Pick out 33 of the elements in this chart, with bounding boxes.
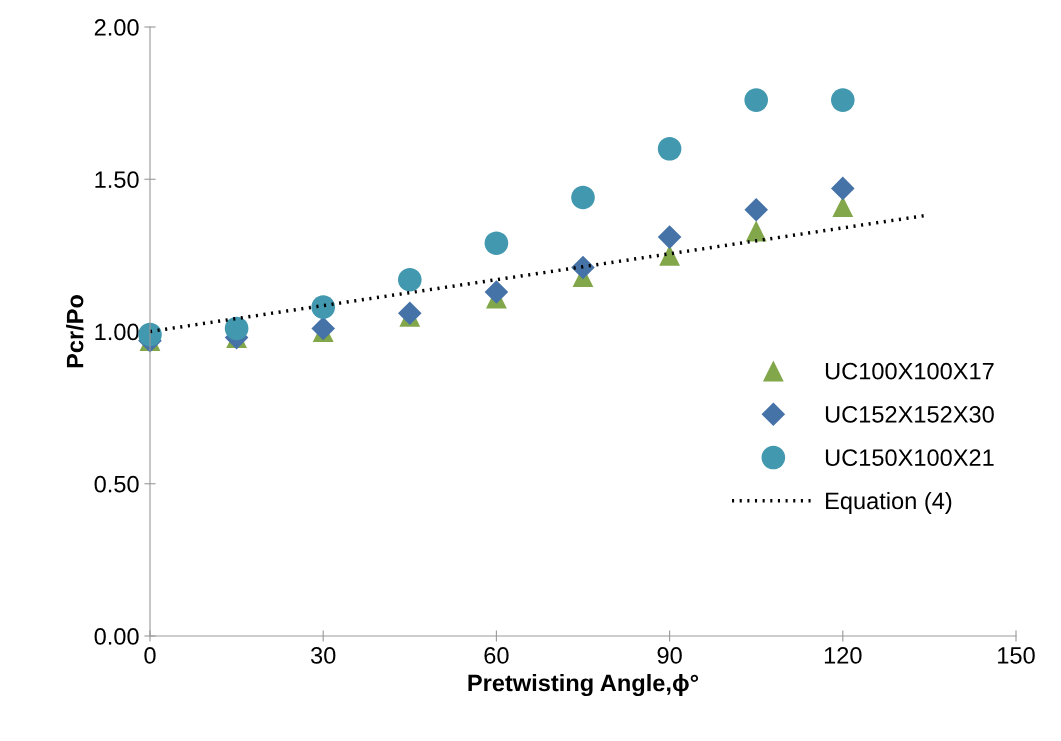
y-tick-label: 2.00	[94, 19, 139, 36]
y-tick-label: 1.50	[95, 171, 139, 189]
point	[571, 255, 595, 280]
y-axis-title: Pcr/Po	[66, 295, 84, 368]
y-tick-label: 1.00	[95, 323, 139, 341]
point	[484, 231, 509, 255]
point	[311, 295, 336, 319]
point	[744, 197, 768, 222]
x-tick-label: 90	[657, 647, 682, 664]
x-tick-label: 60	[484, 647, 509, 664]
y-tick-label: 0.50	[94, 475, 139, 493]
legend-label: Equation (4)	[826, 491, 952, 514]
point	[831, 176, 855, 201]
x-axis-title: Pretwisting Angle,ϕ°	[468, 673, 699, 697]
point	[657, 136, 682, 161]
x-tick-label: 120	[824, 647, 862, 664]
point	[830, 88, 855, 112]
point	[744, 88, 769, 112]
point	[397, 267, 422, 292]
point	[311, 316, 335, 341]
x-tick-label: 150	[998, 647, 1035, 664]
point	[571, 185, 595, 210]
legend-label: UC100X100X17	[825, 362, 994, 380]
x-tick-label: 30	[310, 647, 336, 664]
point	[484, 280, 509, 304]
x-tick-label: 0	[144, 647, 156, 664]
point	[832, 196, 854, 218]
point	[745, 220, 767, 242]
legend-label: UC150X100X21	[825, 449, 994, 467]
point	[224, 316, 249, 341]
legend-label: UC152X152X30	[825, 406, 994, 423]
point	[657, 225, 682, 249]
y-tick-label: 0.00	[94, 628, 139, 645]
